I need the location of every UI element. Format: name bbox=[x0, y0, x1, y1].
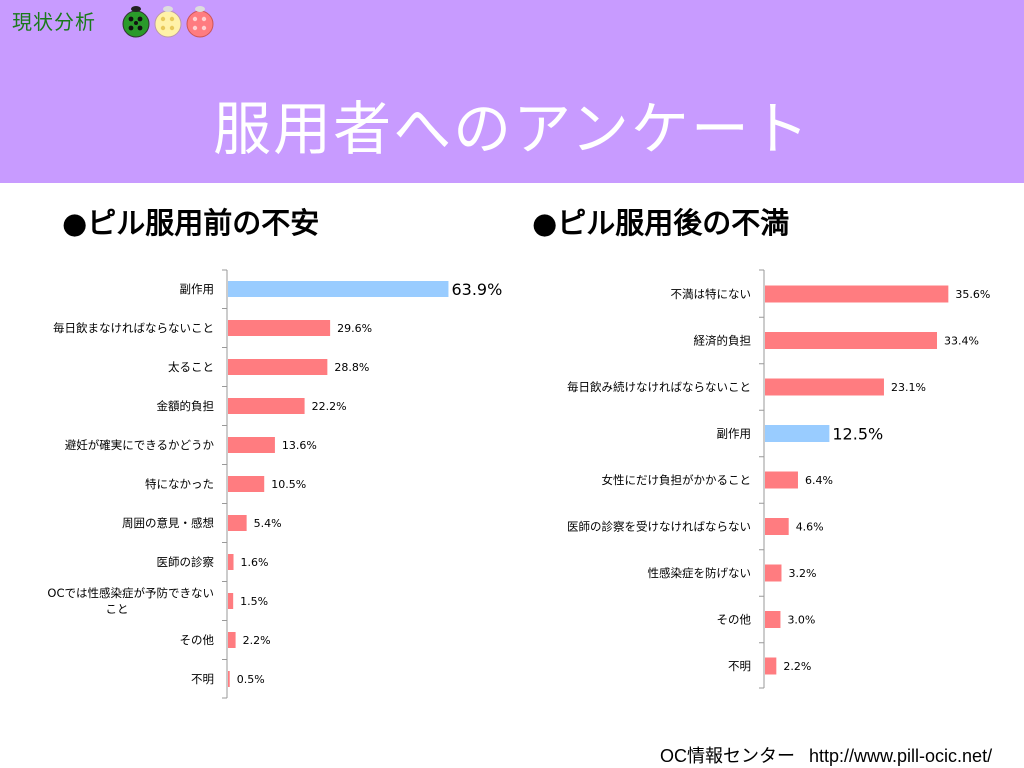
after-value-label: 35.6% bbox=[955, 288, 990, 301]
page-title: 服用者へのアンケート bbox=[213, 95, 811, 163]
before-bar bbox=[228, 671, 230, 687]
before-bar bbox=[228, 554, 234, 570]
green-ladybug-icon bbox=[122, 6, 150, 38]
before-category-label: その他 bbox=[180, 633, 215, 647]
after-category-label: 性感染症を防げない bbox=[648, 566, 752, 580]
before-value-label: 29.6% bbox=[337, 322, 372, 335]
after-bar bbox=[765, 425, 830, 442]
after-bar bbox=[765, 378, 884, 396]
before-value-label: 2.2% bbox=[243, 634, 271, 647]
before-category-label: 特になかった bbox=[145, 477, 214, 491]
before-bar bbox=[228, 281, 449, 297]
before-bar bbox=[228, 320, 331, 336]
before-bar bbox=[228, 632, 236, 648]
before-bar bbox=[228, 476, 265, 492]
red-ladybug-icon bbox=[186, 6, 214, 38]
after-value-label: 23.1% bbox=[891, 381, 926, 394]
before-bar bbox=[228, 437, 275, 453]
before-value-label: 10.5% bbox=[271, 478, 306, 491]
after-bar bbox=[765, 611, 781, 628]
before-category-label: 不明 bbox=[191, 672, 214, 686]
after-category-label: 副作用 bbox=[717, 427, 752, 441]
footer: OC情報センター http://www.pill-ocic.net/ bbox=[660, 742, 1006, 768]
after-value-label: 3.0% bbox=[787, 614, 815, 627]
after-value-label: 12.5% bbox=[832, 425, 883, 444]
after-value-label: 3.2% bbox=[788, 567, 816, 580]
before-category-label: こと bbox=[106, 602, 129, 616]
after-category-label: その他 bbox=[717, 613, 752, 627]
before-value-label: 22.2% bbox=[312, 400, 347, 413]
before-value-label: 63.9% bbox=[451, 280, 502, 299]
after-category-label: 経済的負担 bbox=[694, 334, 752, 348]
after-bar bbox=[765, 518, 789, 535]
after-bar bbox=[765, 285, 949, 303]
after-category-label: 不明 bbox=[728, 659, 751, 673]
before-bar bbox=[228, 515, 247, 531]
before-bar bbox=[228, 593, 234, 609]
after-bar bbox=[765, 471, 798, 489]
ladybug-icons bbox=[122, 6, 214, 38]
footer-url[interactable]: http://www.pill-ocic.net/ bbox=[809, 746, 993, 766]
before-value-label: 1.6% bbox=[241, 556, 269, 569]
after-value-label: 4.6% bbox=[796, 521, 824, 534]
after-category-label: 不満は特にない bbox=[671, 287, 752, 301]
after-category-label: 医師の診察を受けなければならない bbox=[567, 520, 751, 534]
before-category-label: 毎日飲まなければならないこと bbox=[53, 321, 214, 335]
chart-title-before: ●ピル服用前の不安 bbox=[62, 206, 320, 240]
after-value-label: 6.4% bbox=[805, 474, 833, 487]
footer-org: OC情報センター bbox=[660, 746, 795, 766]
before-value-label: 0.5% bbox=[237, 673, 265, 686]
section-label: 現状分析 bbox=[12, 10, 96, 34]
before-category-label: 副作用 bbox=[180, 282, 215, 296]
after-category-label: 毎日飲み続けなければならないこと bbox=[567, 380, 751, 394]
before-category-label: OCでは性感染症が予防できない bbox=[47, 586, 214, 600]
before-category-label: 避妊が確実にできるかどうか bbox=[65, 438, 215, 452]
before-value-label: 13.6% bbox=[282, 439, 317, 452]
after-bar bbox=[765, 332, 938, 349]
before-category-label: 太ること bbox=[168, 360, 214, 374]
after-bar bbox=[765, 564, 782, 582]
after-value-label: 33.4% bbox=[944, 335, 979, 348]
yellow-ladybug-icon bbox=[154, 6, 182, 38]
header-banner: 現状分析 服用者へのアンケート bbox=[0, 0, 1024, 183]
before-category-label: 金額的負担 bbox=[157, 399, 215, 413]
after-value-label: 2.2% bbox=[783, 660, 811, 673]
before-bar bbox=[228, 359, 328, 375]
before-category-label: 医師の診察 bbox=[157, 555, 215, 569]
before-value-label: 5.4% bbox=[254, 517, 282, 530]
before-value-label: 1.5% bbox=[240, 595, 268, 608]
before-category-label: 周囲の意見・感想 bbox=[122, 516, 214, 530]
before-bar bbox=[228, 398, 305, 414]
before-value-label: 28.8% bbox=[334, 361, 369, 374]
after-category-label: 女性にだけ負担がかかること bbox=[602, 473, 752, 487]
chart-title-after: ●ピル服用後の不満 bbox=[532, 206, 790, 240]
after-bar bbox=[765, 657, 777, 675]
